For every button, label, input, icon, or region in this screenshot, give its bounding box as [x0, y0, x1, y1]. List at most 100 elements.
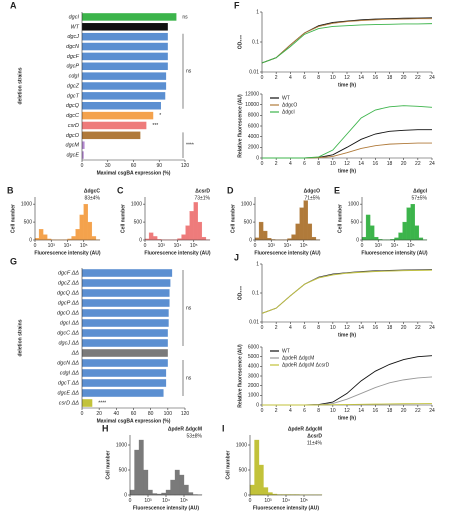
bar	[82, 131, 141, 140]
x-axis-label: Maximal csgBA expression (%)	[97, 418, 171, 424]
x-tick-label: 10⁵	[180, 498, 188, 504]
x-tick-label: 6	[303, 75, 306, 81]
category-label: dgcJ ΔΔ	[58, 340, 79, 346]
histogram-bar	[148, 232, 154, 241]
bar	[82, 121, 147, 130]
histogram-bar	[183, 484, 189, 496]
x-tick-label: 90	[156, 163, 162, 169]
annotation: ****	[98, 400, 106, 406]
x-tick-label: 18	[387, 161, 393, 167]
x-tick-label: 120	[181, 411, 190, 417]
legend-label: ΔdgcI	[282, 109, 295, 115]
x-tick-label: 10⁴	[162, 498, 170, 504]
bar	[82, 42, 168, 51]
category-label: dgcE ΔΔ	[58, 390, 80, 396]
x-tick-label: 10	[330, 408, 336, 414]
histogram-bar	[254, 439, 260, 496]
histogram-bar	[361, 236, 367, 241]
percent-label: 83±4%	[84, 195, 100, 201]
y-tick-label: 2000	[248, 145, 259, 151]
category-label: dgcC	[66, 113, 79, 119]
x-tick-label: 10⁵	[407, 243, 415, 249]
y-axis-label: Cell number	[230, 204, 236, 233]
category-label: dgcF ΔΔ	[58, 270, 79, 276]
y-tick-label: 1000	[241, 201, 252, 207]
bar	[82, 111, 154, 120]
x-tick-label: 14	[358, 408, 364, 414]
x-tick-label: 6	[303, 161, 306, 167]
bar	[82, 62, 168, 71]
bar	[82, 82, 167, 90]
annotation: ****	[186, 143, 194, 149]
histogram-bar	[165, 489, 171, 496]
x-tick-label: 0	[129, 498, 132, 504]
series-line	[261, 23, 433, 64]
percent-label: 57±5%	[411, 195, 427, 201]
y-axis-label: OD₆₀₀	[237, 286, 243, 300]
histogram-bar	[201, 236, 207, 241]
x-tick-label: 0	[144, 243, 147, 249]
x-tick-label: 14	[358, 325, 364, 331]
y-tick-label: 0	[124, 492, 127, 498]
histogram-bar	[174, 469, 180, 496]
y-tick-label: 500	[119, 467, 128, 473]
bar	[82, 269, 173, 277]
bar	[82, 279, 171, 287]
x-tick-label: 4	[289, 408, 292, 414]
x-tick-label: 2	[275, 75, 278, 81]
x-tick-label: 0	[81, 411, 84, 417]
x-axis-label: Fluorescence intensity (AU)	[361, 250, 427, 256]
y-tick-label: 500	[134, 219, 143, 225]
x-axis-label: Fluorescence intensity (AU)	[254, 250, 320, 256]
histogram-bar	[179, 474, 185, 496]
y-axis-label: Cell number	[120, 204, 126, 233]
bar	[82, 23, 168, 31]
y-axis-label: deletion strains	[17, 67, 23, 104]
category-label: dgcE	[66, 153, 79, 159]
x-tick-label: 8	[317, 75, 320, 81]
x-tick-label: 10⁵	[190, 243, 198, 249]
bar	[82, 32, 168, 41]
x-tick-label: 24	[429, 161, 435, 167]
x-tick-label: 20	[401, 325, 407, 331]
histogram-bar	[414, 225, 420, 241]
y-tick-label: 1000	[131, 201, 142, 207]
category-label: dgcZ	[67, 83, 80, 89]
x-tick-label: 0	[261, 161, 264, 167]
x-tick-label: 10	[330, 75, 336, 81]
category-label: dgcM	[66, 143, 80, 149]
x-tick-label: 16	[373, 75, 379, 81]
x-tick-label: 12	[344, 325, 350, 331]
category-label: cdgI	[69, 74, 80, 80]
category-label: dgcP	[66, 64, 79, 70]
x-axis-label: Fluorescence intensity (AU)	[144, 250, 210, 256]
x-tick-label: 10⁴	[64, 243, 72, 249]
bar	[82, 379, 167, 387]
x-axis-label: time (h)	[338, 82, 356, 88]
x-tick-label: 120	[181, 163, 190, 169]
y-tick-label: 1000	[348, 201, 359, 207]
histogram-bar	[299, 207, 304, 241]
histogram-bar	[189, 211, 194, 241]
histogram-bar	[295, 223, 300, 241]
histogram-bar	[170, 479, 176, 496]
annotation: *	[159, 113, 161, 119]
y-tick-label: 12000	[245, 91, 259, 97]
category-label: dgcJ	[67, 34, 79, 40]
strain-label: ΔpdeR ΔdgcM	[168, 426, 202, 432]
panel-label: A	[10, 0, 17, 10]
y-axis-label: Cell number	[105, 451, 111, 480]
bar	[82, 309, 169, 317]
category-label: dgcC ΔΔ	[57, 330, 79, 336]
bar	[82, 52, 168, 61]
histogram-bar	[71, 236, 76, 241]
x-tick-label: 4	[289, 161, 292, 167]
x-tick-label: 60	[131, 163, 137, 169]
histogram-bar	[42, 234, 48, 241]
category-label: dgcI ΔΔ	[60, 320, 80, 326]
x-tick-label: 10⁴	[391, 243, 399, 249]
annotation: ns	[186, 375, 192, 381]
x-tick-label: 16	[373, 408, 379, 414]
x-tick-label: 10	[330, 161, 336, 167]
